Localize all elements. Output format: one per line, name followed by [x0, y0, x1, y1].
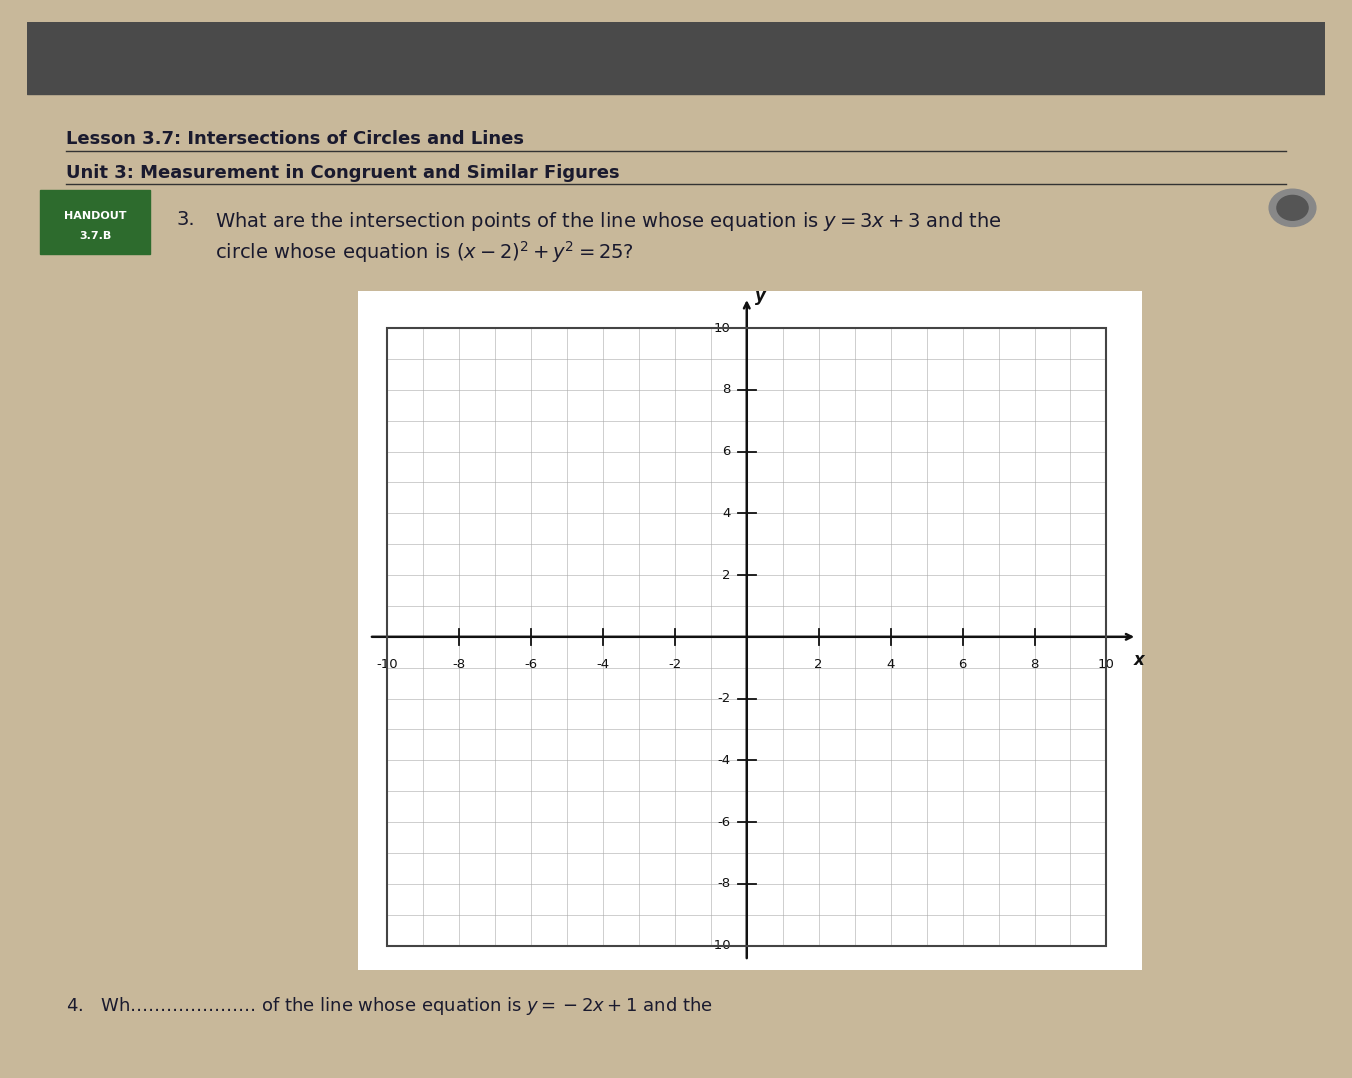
- Text: 10: 10: [1098, 659, 1115, 672]
- Text: -10: -10: [708, 939, 730, 952]
- Text: -4: -4: [718, 754, 730, 766]
- Text: y: y: [754, 287, 765, 305]
- Text: 4.   Wh………………… of the line whose equation is $y = -2x+1$ and the: 4. Wh………………… of the line whose equation …: [66, 995, 713, 1018]
- Text: circle whose equation is $(x-2)^2+y^2=25$?: circle whose equation is $(x-2)^2+y^2=25…: [215, 239, 634, 265]
- Text: -6: -6: [525, 659, 538, 672]
- Text: -8: -8: [453, 659, 465, 672]
- Text: 4: 4: [722, 507, 730, 520]
- Text: x: x: [1134, 651, 1145, 669]
- Text: 3.: 3.: [176, 210, 195, 229]
- Text: -2: -2: [718, 692, 730, 705]
- Text: -2: -2: [668, 659, 681, 672]
- Text: 2: 2: [814, 659, 823, 672]
- Text: -4: -4: [596, 659, 610, 672]
- Text: 8: 8: [722, 384, 730, 397]
- Bar: [27, 22, 1325, 94]
- Circle shape: [1270, 190, 1315, 226]
- Text: HANDOUT: HANDOUT: [64, 211, 127, 221]
- Text: 10: 10: [714, 321, 730, 334]
- Text: -8: -8: [718, 877, 730, 890]
- Bar: [41, 190, 150, 254]
- Text: 4: 4: [887, 659, 895, 672]
- Text: 6: 6: [722, 445, 730, 458]
- Text: 3.7.B: 3.7.B: [78, 231, 111, 240]
- Text: -6: -6: [718, 816, 730, 829]
- Text: 2: 2: [722, 568, 730, 581]
- Text: Unit 3: Measurement in Congruent and Similar Figures: Unit 3: Measurement in Congruent and Sim…: [66, 164, 619, 182]
- Text: What are the intersection points of the line whose equation is $y=3x+3$ and the: What are the intersection points of the …: [215, 210, 1002, 233]
- Circle shape: [1276, 195, 1309, 220]
- Text: Lesson 3.7: Intersections of Circles and Lines: Lesson 3.7: Intersections of Circles and…: [66, 130, 525, 148]
- Text: 6: 6: [959, 659, 967, 672]
- Text: 8: 8: [1030, 659, 1038, 672]
- Text: -10: -10: [376, 659, 397, 672]
